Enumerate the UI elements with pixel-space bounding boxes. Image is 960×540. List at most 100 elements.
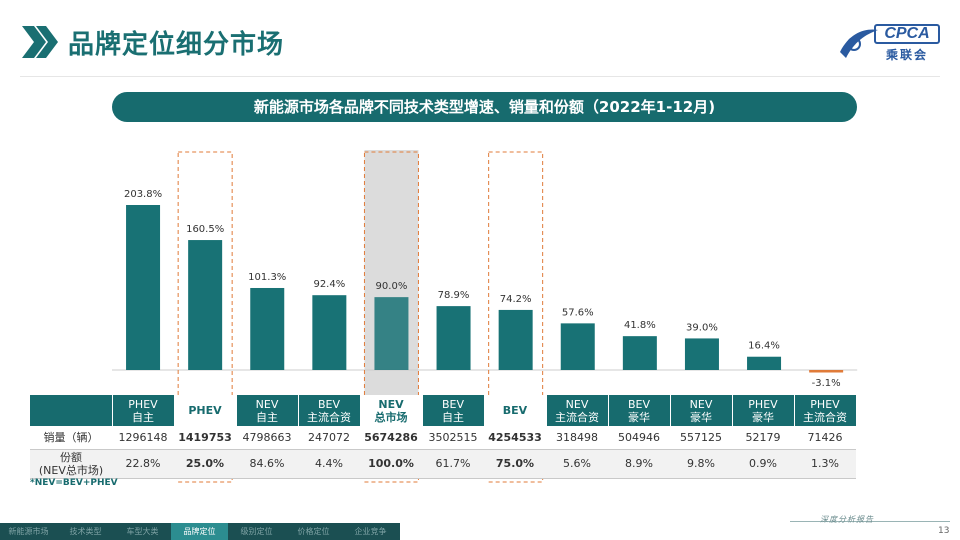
sales-cell: 318498 xyxy=(546,426,608,450)
highlight-box xyxy=(488,151,544,483)
sales-cell: 4798663 xyxy=(236,426,298,450)
bar xyxy=(622,336,657,370)
double-chevron-icon xyxy=(20,24,60,60)
logo-text: CPCA xyxy=(874,24,940,44)
footer-text: 深度分析报告 xyxy=(820,515,874,524)
sales-cell: 504946 xyxy=(608,426,670,450)
data-table: PHEV 自主 PHEV NEV 自主 BEV 主流合资 NEV 总市场 BEV 自主 BEV NEV 主… xyxy=(30,395,857,479)
sales-cell: 3502515 xyxy=(422,426,484,450)
header-line-2: 总市场 xyxy=(374,410,408,424)
bottom-nav: 新能源市场 技术类型 车型大类 品牌定位 级别定位 价格定位 企业竞争 xyxy=(0,523,400,540)
sales-cell: 4254533 xyxy=(484,426,546,450)
row-label-share-1: 份额 xyxy=(60,450,82,464)
bar xyxy=(188,240,223,370)
header-line-2: 豪华 xyxy=(752,410,774,424)
highlight-box xyxy=(177,151,233,483)
nav-item[interactable]: 级别定位 xyxy=(240,527,273,536)
header-line-1: BEV xyxy=(441,397,465,411)
logo-swoosh-icon xyxy=(840,29,878,58)
bar xyxy=(374,297,409,370)
logo-cn-text: 乘联会 xyxy=(886,48,929,62)
data-label: 39.0% xyxy=(686,322,718,333)
row-label-share: 份额 (NEV总市场) xyxy=(30,449,112,479)
bar xyxy=(684,338,719,370)
highlight-box xyxy=(363,151,419,483)
bar xyxy=(747,356,782,370)
row-label-share-2: (NEV总市场) xyxy=(38,463,104,477)
bar xyxy=(809,370,844,373)
share-cell: 100.0% xyxy=(360,449,422,479)
data-label: 57.6% xyxy=(562,307,594,318)
table-header-cell: PHEV 主流合资 xyxy=(794,395,857,426)
share-cell: 5.6% xyxy=(546,449,608,479)
header-line-1: NEV xyxy=(565,397,589,411)
table-header-cell: PHEV xyxy=(174,395,237,426)
footnote: *NEV=BEV+PHEV xyxy=(30,478,118,488)
nav-item[interactable]: 技术类型 xyxy=(69,527,102,536)
share-cell: 9.8% xyxy=(670,449,732,479)
table-header-cell: BEV 豪华 xyxy=(608,395,671,426)
data-label: 101.3% xyxy=(248,272,286,283)
header-line-2: 主流合资 xyxy=(803,410,847,424)
data-label: 203.8% xyxy=(124,189,162,200)
header-line-2: 自主 xyxy=(132,410,154,424)
data-label: 41.8% xyxy=(624,320,656,331)
share-cell: 8.9% xyxy=(608,449,670,479)
header-line-1: BEV xyxy=(502,404,528,417)
table-header-cell: NEV 自主 xyxy=(236,395,299,426)
table-header-cell: BEV 主流合资 xyxy=(298,395,361,426)
sales-cell: 5674286 xyxy=(360,426,422,450)
bar xyxy=(126,205,161,370)
header-line-1: PHEV xyxy=(748,397,778,411)
table-header-row: PHEV 自主 PHEV NEV 自主 BEV 主流合资 NEV 总市场 BEV 自主 BEV NEV 主… xyxy=(30,395,857,426)
table-row-sales: 销量（辆） 1296148 1419753 4798663 247072 5674286… xyxy=(30,426,856,450)
share-cell: 84.6% xyxy=(236,449,298,479)
page-title: 品牌定位细分市场 xyxy=(68,29,285,60)
nav-item[interactable]: 价格定位 xyxy=(297,527,330,536)
page-number: 13 xyxy=(938,526,950,536)
header-line-1: PHEV xyxy=(810,397,840,411)
data-label: 92.4% xyxy=(313,279,345,290)
header-line-1: NEV xyxy=(378,397,404,411)
header-line-2: 豪华 xyxy=(690,410,712,424)
data-label: 74.2% xyxy=(500,294,532,305)
cpca-logo: CPCA 乘联会 xyxy=(836,20,946,62)
share-cell: 25.0% xyxy=(174,449,236,479)
table-header-empty xyxy=(30,395,113,426)
header-line-1: BEV xyxy=(317,397,341,411)
data-label: 90.0% xyxy=(376,281,408,292)
bar xyxy=(436,306,471,370)
share-cell: 61.7% xyxy=(422,449,484,479)
share-cell: 4.4% xyxy=(298,449,360,479)
header-line-1: NEV xyxy=(689,397,713,411)
header-line-2: 主流合资 xyxy=(555,410,599,424)
table-header-cell: PHEV 自主 xyxy=(112,395,175,426)
table-header-cell: NEV 豪华 xyxy=(670,395,733,426)
data-label: -3.1% xyxy=(812,378,841,389)
chart-title: 新能源市场各品牌不同技术类型增速、销量和份额（2022年1-12月) xyxy=(112,92,857,122)
header-divider xyxy=(20,76,940,77)
table-header-cell: NEV 总市场 xyxy=(360,395,423,426)
table-header-cell: BEV xyxy=(484,395,547,426)
header-line-2: 自主 xyxy=(256,410,278,424)
nav-item[interactable]: 新能源市场 xyxy=(8,527,49,536)
bar xyxy=(312,295,347,370)
header-line-2: 自主 xyxy=(442,410,464,424)
bar xyxy=(498,309,533,370)
bar xyxy=(560,323,595,370)
nav-item[interactable]: 企业竞争 xyxy=(354,527,387,536)
share-cell: 0.9% xyxy=(732,449,794,479)
table-header-cell: BEV 自主 xyxy=(422,395,485,426)
header-line-2: 主流合资 xyxy=(307,410,351,424)
nav-item[interactable]: 车型大类 xyxy=(126,527,159,536)
sales-cell: 52179 xyxy=(732,426,794,450)
sales-cell: 1296148 xyxy=(112,426,174,450)
header-line-1: PHEV xyxy=(128,397,158,411)
slide-header: 品牌定位细分市场 xyxy=(20,22,284,62)
nav-item[interactable]: 品牌定位 xyxy=(171,523,228,540)
table-header-cell: NEV 主流合资 xyxy=(546,395,609,426)
sales-cell: 1419753 xyxy=(174,426,236,450)
sales-cell: 247072 xyxy=(298,426,360,450)
header-line-1: NEV xyxy=(255,397,279,411)
